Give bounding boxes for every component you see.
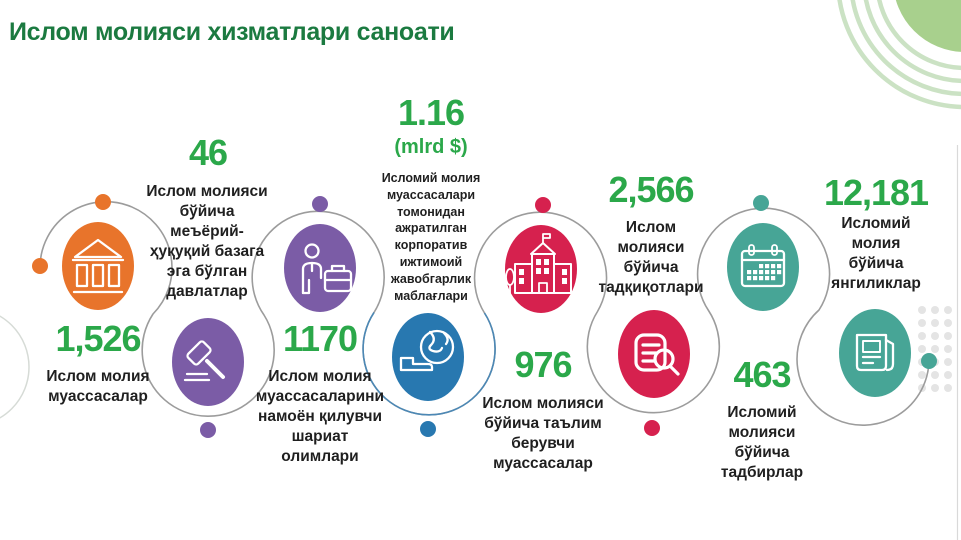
stat-label-education: Ислом молияси бўйича таълим берувчи муас… bbox=[482, 395, 604, 472]
grid-dot bbox=[918, 371, 926, 379]
flow-dot bbox=[644, 420, 660, 436]
stat-label-institutions: Ислом молия муассасалар bbox=[46, 368, 150, 405]
flow-dot bbox=[200, 422, 216, 438]
grid-dot bbox=[944, 384, 952, 392]
grid-dot bbox=[944, 332, 952, 340]
stat-label-sharia-scholars: Ислом молия муассасаларини намоён қилувч… bbox=[255, 368, 385, 465]
stat-value-legal-states: 46 bbox=[188, 132, 228, 173]
grid-dot bbox=[918, 345, 926, 353]
bank-icon bbox=[71, 238, 125, 294]
stat-label-csr-funds: Исломий молия муассасалари томонидан ажр… bbox=[381, 171, 481, 303]
grid-dot bbox=[944, 358, 952, 366]
stat-value-events: 463 bbox=[733, 354, 791, 395]
flow-dot bbox=[753, 195, 769, 211]
document-magnifier-icon bbox=[634, 333, 680, 376]
person-briefcase-icon bbox=[301, 243, 353, 295]
flow-dot bbox=[535, 197, 551, 213]
newspaper-icon bbox=[855, 333, 895, 372]
globe-hand-icon bbox=[399, 329, 455, 372]
grid-dot bbox=[931, 384, 939, 392]
grid-dot bbox=[918, 306, 926, 314]
stat-value-sharia-scholars: 1170 bbox=[282, 318, 358, 359]
stat-value-institutions: 1,526 bbox=[55, 318, 141, 359]
corner-circle-decoration bbox=[895, 0, 961, 52]
stat-value-research: 2,566 bbox=[608, 169, 694, 210]
stat-label-research: Ислом молияси бўйича тадқиқотлари bbox=[598, 219, 704, 296]
grid-dot bbox=[931, 306, 939, 314]
flow-dot bbox=[32, 258, 48, 274]
calendar-icon bbox=[740, 244, 786, 288]
gavel-icon bbox=[183, 340, 225, 382]
left-arc-decoration bbox=[0, 315, 30, 419]
stat-circle-news bbox=[839, 309, 911, 397]
flow-dot bbox=[921, 353, 937, 369]
stat-label-news: Исломий молия бўйича янгиликлар bbox=[831, 215, 921, 292]
stat-value-csr-funds: 1.16 bbox=[397, 92, 465, 133]
flow-dot bbox=[420, 421, 436, 437]
stat-label-events: Исломий молияси бўйича тадбирлар bbox=[720, 404, 804, 481]
school-icon bbox=[505, 233, 572, 294]
dot-grid-decoration bbox=[918, 306, 952, 392]
grid-dot bbox=[944, 319, 952, 327]
stat-subvalue-csr-funds: (mlrd $) bbox=[394, 136, 468, 158]
flow-line-blue-segment bbox=[362, 312, 496, 416]
grid-dot bbox=[931, 345, 939, 353]
grid-dot bbox=[931, 371, 939, 379]
stat-value-news: 12,181 bbox=[823, 172, 929, 213]
grid-dot bbox=[918, 319, 926, 327]
page-title: Ислом молияси хизматлари саноати bbox=[9, 18, 455, 46]
stat-label-legal-states: Ислом молияси бўйича меъёрий- ҳуқуқий ба… bbox=[146, 183, 268, 300]
flow-dot bbox=[312, 196, 328, 212]
grid-dot bbox=[944, 371, 952, 379]
grid-dot bbox=[931, 332, 939, 340]
grid-dot bbox=[918, 332, 926, 340]
flow-dots bbox=[32, 194, 937, 438]
stat-value-education: 976 bbox=[514, 344, 572, 385]
grid-dot bbox=[944, 306, 952, 314]
flow-dot bbox=[95, 194, 111, 210]
grid-dot bbox=[944, 345, 952, 353]
grid-dot bbox=[931, 319, 939, 327]
corner-rings-decoration bbox=[837, 0, 961, 110]
